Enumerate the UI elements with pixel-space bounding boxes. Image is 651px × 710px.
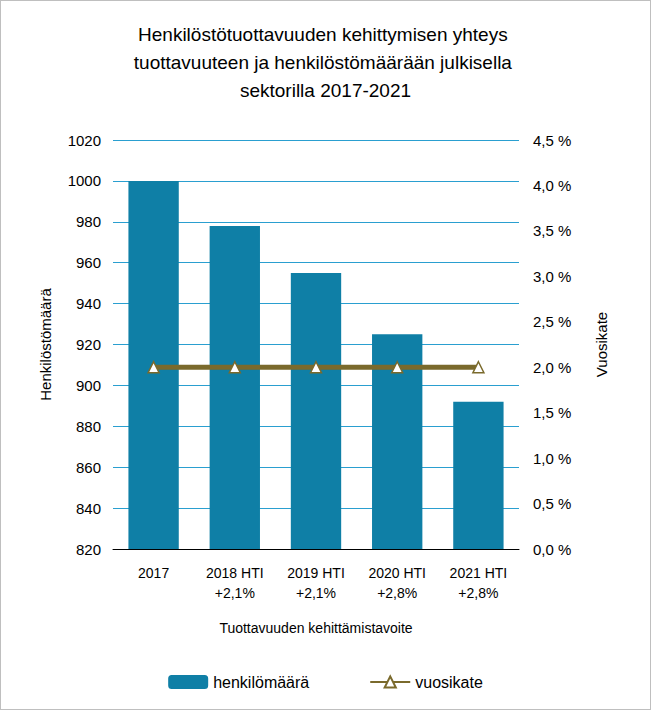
svg-text:+2,8%: +2,8% <box>458 585 498 601</box>
svg-text:1000: 1000 <box>68 172 101 189</box>
svg-text:vuosikate: vuosikate <box>415 674 483 691</box>
svg-text:Tuottavuuden kehittämistavoite: Tuottavuuden kehittämistavoite <box>219 620 412 636</box>
svg-text:2021 HTI: 2021 HTI <box>450 565 508 581</box>
svg-text:Henkilöstömäärä: Henkilöstömäärä <box>37 288 54 401</box>
svg-text:1020: 1020 <box>68 132 101 149</box>
svg-text:940: 940 <box>76 295 101 312</box>
svg-text:900: 900 <box>76 377 101 394</box>
svg-text:tuottavuuteen ja henkilöstömää: tuottavuuteen ja henkilöstömäärään julki… <box>134 52 517 73</box>
svg-text:1,0 %: 1,0 % <box>533 450 571 467</box>
svg-text:2019 HTI: 2019 HTI <box>287 565 345 581</box>
svg-text:+2,8%: +2,8% <box>377 585 417 601</box>
svg-text:980: 980 <box>76 213 101 230</box>
svg-text:860: 860 <box>76 459 101 476</box>
svg-text:4,0 %: 4,0 % <box>533 177 571 194</box>
svg-text:+2,1%: +2,1% <box>296 585 336 601</box>
svg-text:2017: 2017 <box>138 565 169 581</box>
svg-text:Henkilöstötuottavuuden kehitty: Henkilöstötuottavuuden kehittymisen yhte… <box>138 24 513 45</box>
svg-text:2020 HTI: 2020 HTI <box>368 565 426 581</box>
svg-text:3,5 %: 3,5 % <box>533 222 571 239</box>
svg-text:960: 960 <box>76 254 101 271</box>
svg-text:820: 820 <box>76 541 101 558</box>
svg-text:840: 840 <box>76 500 101 517</box>
svg-text:3,0 %: 3,0 % <box>533 268 571 285</box>
svg-text:2018 HTI: 2018 HTI <box>206 565 264 581</box>
svg-text:880: 880 <box>76 418 101 435</box>
svg-text:2,5 %: 2,5 % <box>533 313 571 330</box>
svg-text:1,5 %: 1,5 % <box>533 404 571 421</box>
svg-text:2,0 %: 2,0 % <box>533 359 571 376</box>
svg-text:+2,1%: +2,1% <box>215 585 255 601</box>
svg-text:sektorilla 2017-2021: sektorilla 2017-2021 <box>240 80 411 101</box>
svg-text:0,5 %: 0,5 % <box>533 495 571 512</box>
svg-text:Vuosikate: Vuosikate <box>593 312 610 377</box>
svg-text:0,0 %: 0,0 % <box>533 541 571 558</box>
svg-text:920: 920 <box>76 336 101 353</box>
svg-text:henkilömäärä: henkilömäärä <box>213 674 309 691</box>
svg-text:4,5 %: 4,5 % <box>533 132 571 149</box>
